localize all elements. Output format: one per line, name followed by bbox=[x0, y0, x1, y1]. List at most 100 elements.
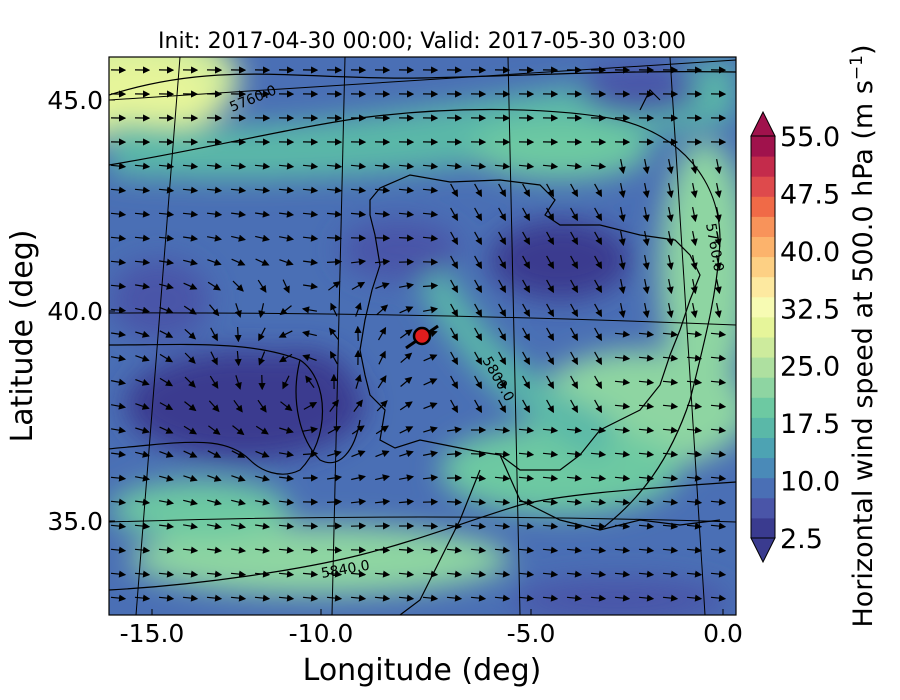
wind-arrow bbox=[376, 304, 389, 316]
wind-arrow bbox=[135, 498, 151, 506]
wind-arrow bbox=[231, 210, 247, 218]
wind-arrow bbox=[374, 546, 391, 554]
wind-arrow bbox=[326, 162, 343, 170]
wind-arrow bbox=[258, 351, 266, 366]
wind-arrow bbox=[110, 474, 127, 482]
wind-arrow bbox=[159, 330, 174, 338]
wind-arrow bbox=[470, 450, 487, 458]
colorbar-segment bbox=[751, 196, 775, 217]
wind-arrow bbox=[450, 231, 458, 246]
wind-arrow bbox=[590, 474, 607, 482]
wind-arrow bbox=[206, 522, 223, 530]
wind-arrow bbox=[518, 426, 535, 434]
x-axis: -15.0 -10.0 -5.0 0.0 Longitude (deg) bbox=[120, 609, 743, 688]
wind-arrow bbox=[183, 425, 198, 435]
wind-arrow bbox=[474, 303, 482, 318]
wind-arrow bbox=[614, 474, 631, 482]
wind-arrow bbox=[498, 255, 506, 270]
wind-arrow bbox=[302, 210, 319, 218]
wind-arrow bbox=[423, 426, 438, 434]
wind-arrow bbox=[182, 186, 199, 194]
wind-arrow bbox=[594, 255, 602, 270]
wind-arrow bbox=[666, 254, 674, 271]
wind-arrow bbox=[666, 182, 674, 199]
wind-arrow bbox=[662, 330, 679, 338]
colorbar-tick-label: 2.5 bbox=[780, 524, 823, 555]
wind-arrow bbox=[422, 570, 439, 578]
wind-arrow bbox=[399, 401, 413, 411]
wind-arrow bbox=[666, 302, 674, 319]
wind-arrow bbox=[302, 426, 319, 434]
wind-arrow bbox=[662, 474, 679, 482]
wind-arrow bbox=[183, 258, 198, 266]
wind-arrow bbox=[422, 594, 439, 602]
wind-arrow bbox=[282, 279, 290, 294]
wind-arrow bbox=[206, 186, 223, 194]
wind-arrow bbox=[590, 522, 607, 530]
wind-arrow bbox=[638, 594, 655, 602]
wind-arrow bbox=[690, 206, 698, 223]
colorbar-tick-label: 25.0 bbox=[780, 352, 840, 383]
wind-arrow bbox=[254, 594, 271, 602]
wind-arrow bbox=[714, 302, 722, 319]
wind-arrow bbox=[400, 376, 413, 387]
wind-arrow bbox=[110, 306, 127, 314]
wind-arrow bbox=[518, 474, 535, 482]
wind-arrow bbox=[450, 183, 458, 198]
wind-arrow bbox=[686, 522, 703, 530]
wind-arrow bbox=[446, 594, 463, 602]
wind-arrow bbox=[614, 570, 631, 578]
wind-arrow bbox=[303, 282, 319, 290]
wind-arrow bbox=[494, 546, 511, 554]
wind-arrow bbox=[135, 426, 150, 434]
wind-arrow bbox=[184, 328, 197, 340]
wind-arrow bbox=[135, 354, 150, 362]
wind-arrow bbox=[375, 450, 390, 458]
wind-arrow bbox=[470, 570, 487, 578]
wind-arrow bbox=[546, 279, 554, 294]
wind-arrow bbox=[183, 282, 198, 290]
wind-arrow bbox=[570, 375, 578, 390]
wind-arrow bbox=[686, 426, 703, 434]
wind-arrow bbox=[279, 474, 295, 482]
wind-arrow bbox=[184, 376, 196, 388]
plot-title: Init: 2017-04-30 00:00; Valid: 2017-05-3… bbox=[158, 29, 686, 54]
wind-arrow bbox=[566, 426, 583, 434]
wind-arrow bbox=[446, 522, 463, 530]
wind-arrow bbox=[470, 522, 487, 530]
wind-arrow bbox=[590, 426, 607, 434]
wind-arrow bbox=[494, 474, 511, 482]
wind-arrow bbox=[522, 207, 530, 222]
wind-arrow bbox=[326, 546, 343, 554]
wind-arrow bbox=[686, 450, 703, 458]
wind-arrow bbox=[210, 351, 218, 366]
wind-arrow bbox=[614, 594, 631, 602]
wind-arrow bbox=[518, 570, 535, 578]
wind-arrow bbox=[446, 546, 463, 554]
wind-arrow bbox=[474, 375, 482, 390]
wind-arrow bbox=[326, 258, 343, 266]
wind-arrow bbox=[422, 234, 439, 242]
wind-arrow bbox=[710, 546, 727, 554]
wind-arrow bbox=[234, 350, 242, 367]
wind-arrow bbox=[279, 305, 292, 316]
wind-arrow bbox=[350, 570, 367, 578]
wind-arrow bbox=[184, 352, 196, 364]
colorbar-segment bbox=[751, 156, 775, 177]
wind-arrow bbox=[377, 326, 387, 341]
wind-arrow bbox=[522, 231, 530, 246]
wind-arrow bbox=[686, 498, 703, 506]
wind-arrow bbox=[134, 474, 151, 482]
wind-arrow bbox=[351, 281, 366, 291]
wind-arrow bbox=[594, 327, 602, 342]
wind-arrow bbox=[183, 498, 198, 506]
wind-arrow bbox=[134, 186, 151, 194]
wind-arrow bbox=[326, 594, 343, 602]
wind-arrow bbox=[474, 279, 482, 294]
wind-arrow bbox=[182, 546, 199, 554]
wind-arrow bbox=[327, 426, 342, 434]
wind-arrow bbox=[159, 402, 174, 410]
wind-arrow bbox=[422, 282, 439, 290]
wind-arrow bbox=[398, 234, 415, 242]
wind-arrow bbox=[110, 234, 127, 242]
